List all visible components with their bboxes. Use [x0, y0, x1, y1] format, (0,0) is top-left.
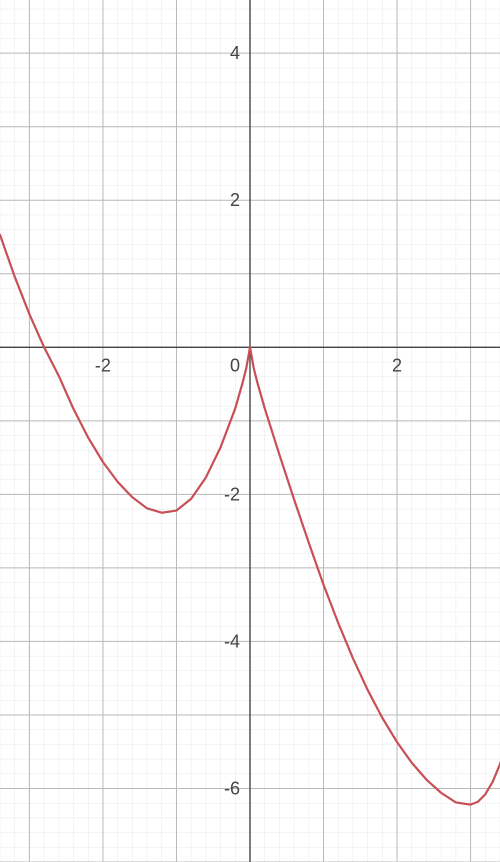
- y-tick-label: 2: [230, 190, 240, 210]
- origin-label: 0: [230, 355, 240, 375]
- y-tick-label: -2: [224, 484, 240, 504]
- coordinate-chart: -2 2 -6 -4 -2 2 4 0: [0, 0, 500, 862]
- x-tick-label: 2: [392, 355, 402, 375]
- x-tick-label: -2: [95, 355, 111, 375]
- y-tick-label: -6: [224, 778, 240, 798]
- y-tick-label: -4: [224, 631, 240, 651]
- y-tick-label: 4: [230, 43, 240, 63]
- axes: [0, 0, 500, 862]
